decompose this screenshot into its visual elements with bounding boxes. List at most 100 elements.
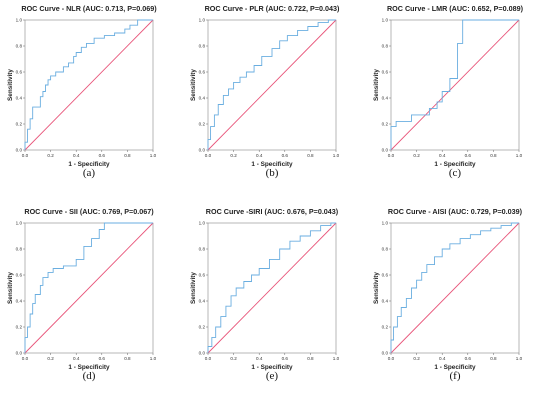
roc-panel: ROC Curve - NLR (AUC: 0.713, P=0.069) 0.0… <box>0 0 183 203</box>
x-tick-label: 0.8 <box>124 153 131 158</box>
x-axis-label: 1 - Specificity <box>434 161 476 168</box>
y-tick-label: 0.6 <box>199 70 206 75</box>
x-tick-label: 0.2 <box>47 356 54 361</box>
x-tick-label: 1.0 <box>150 356 157 361</box>
roc-chart-svg: ROC Curve -SIRI (AUC: 0.676, P=0.043) 0.0… <box>190 207 340 382</box>
y-tick-label: 0.6 <box>382 273 389 278</box>
x-tick-label: 1.0 <box>333 356 340 361</box>
panel-caption: (e) <box>266 370 279 382</box>
x-axis-label: 1 - Specificity <box>251 161 293 168</box>
chart-title: ROC Curve - AISI (AUC: 0.729, P=0.039) <box>388 207 523 216</box>
y-tick-label: 0.0 <box>199 351 206 356</box>
reference-diagonal-line <box>390 19 520 151</box>
y-tick-label: 0.2 <box>16 122 23 127</box>
roc-curve-line <box>390 19 519 150</box>
y-tick-label: 0.8 <box>382 247 389 252</box>
y-tick-label: 0.0 <box>16 148 23 153</box>
y-axis-label: Sensitivity <box>373 272 380 304</box>
x-tick-label: 0.4 <box>73 153 80 158</box>
roc-curve-line <box>207 222 336 353</box>
y-axis-label: Sensitivity <box>373 69 380 101</box>
reference-diagonal-line <box>390 222 520 354</box>
y-tick-label: 0.0 <box>16 351 23 356</box>
x-tick-label: 0.2 <box>413 356 420 361</box>
y-tick-label: 0.4 <box>199 299 206 304</box>
x-tick-label: 0.2 <box>230 356 237 361</box>
x-axis-label: 1 - Specificity <box>68 161 110 168</box>
roc-chart-svg: ROC Curve - AISI (AUC: 0.729, P=0.039) 0.… <box>373 207 523 382</box>
x-tick-label: 0.4 <box>439 153 446 158</box>
x-tick-label: 1.0 <box>150 153 157 158</box>
x-tick-label: 1.0 <box>516 153 523 158</box>
reference-diagonal-line <box>207 19 337 151</box>
reference-diagonal-line <box>24 222 154 354</box>
roc-panel: ROC Curve - SII (AUC: 0.769, P=0.067) 0.0… <box>0 203 183 406</box>
panel-caption: (f) <box>450 370 461 382</box>
x-axis-label: 1 - Specificity <box>68 364 110 371</box>
roc-curve-line <box>24 19 153 150</box>
y-tick-label: 0.6 <box>382 70 389 75</box>
chart-title: ROC Curve - SII (AUC: 0.769, P=0.067) <box>24 207 154 216</box>
x-tick-label: 0.8 <box>307 153 314 158</box>
y-tick-label: 0.2 <box>382 122 389 127</box>
y-tick-label: 0.4 <box>199 96 206 101</box>
y-tick-label: 0.8 <box>16 44 23 49</box>
y-tick-label: 0.4 <box>16 299 23 304</box>
x-tick-label: 0.4 <box>439 356 446 361</box>
x-axis-label: 1 - Specificity <box>251 364 293 371</box>
x-tick-label: 0.6 <box>99 356 106 361</box>
x-tick-label: 0.8 <box>307 356 314 361</box>
y-tick-label: 1.0 <box>199 18 206 23</box>
x-tick-label: 0.6 <box>465 356 472 361</box>
y-tick-label: 0.6 <box>16 273 23 278</box>
y-tick-label: 1.0 <box>382 221 389 226</box>
x-tick-label: 0.0 <box>388 356 395 361</box>
roc-panel: ROC Curve - LMR (AUC: 0.652, P=0.089) 0.0… <box>366 0 549 203</box>
x-tick-label: 0.2 <box>413 153 420 158</box>
roc-curve-line <box>24 222 153 353</box>
x-tick-label: 0.6 <box>282 356 289 361</box>
y-tick-label: 0.2 <box>199 325 206 330</box>
x-tick-label: 0.0 <box>22 356 29 361</box>
x-tick-label: 1.0 <box>516 356 523 361</box>
y-tick-label: 0.2 <box>382 325 389 330</box>
y-tick-label: 0.8 <box>16 247 23 252</box>
x-tick-label: 0.0 <box>205 153 212 158</box>
y-tick-label: 0.2 <box>199 122 206 127</box>
y-axis-label: Sensitivity <box>7 272 14 304</box>
panel-caption: (a) <box>83 167 96 179</box>
x-tick-label: 0.0 <box>388 153 395 158</box>
y-tick-label: 1.0 <box>382 18 389 23</box>
panel-caption: (d) <box>83 370 96 382</box>
roc-panel: ROC Curve -SIRI (AUC: 0.676, P=0.043) 0.0… <box>183 203 366 406</box>
y-tick-label: 0.4 <box>382 96 389 101</box>
y-tick-label: 1.0 <box>16 221 23 226</box>
roc-chart-svg: ROC Curve - LMR (AUC: 0.652, P=0.089) 0.0… <box>373 4 524 179</box>
y-tick-label: 0.8 <box>382 44 389 49</box>
roc-curve-line <box>390 222 519 353</box>
x-axis-label: 1 - Specificity <box>434 364 476 371</box>
x-tick-label: 0.6 <box>282 153 289 158</box>
panel-caption: (b) <box>266 167 279 179</box>
reference-diagonal-line <box>207 222 337 354</box>
reference-diagonal-line <box>24 19 154 151</box>
x-tick-label: 0.2 <box>230 153 237 158</box>
y-tick-label: 0.4 <box>382 299 389 304</box>
y-axis-label: Sensitivity <box>7 69 14 101</box>
y-tick-label: 1.0 <box>199 221 206 226</box>
y-tick-label: 0.8 <box>199 44 206 49</box>
y-tick-label: 1.0 <box>16 18 23 23</box>
chart-title: ROC Curve - PLR (AUC: 0.722, P=0.043) <box>205 4 340 13</box>
roc-curve-line <box>207 19 336 150</box>
x-tick-label: 1.0 <box>333 153 340 158</box>
x-tick-label: 0.2 <box>47 153 54 158</box>
roc-panel: ROC Curve - PLR (AUC: 0.722, P=0.043) 0.0… <box>183 0 366 203</box>
x-tick-label: 0.0 <box>22 153 29 158</box>
chart-title: ROC Curve -SIRI (AUC: 0.676, P=0.043) <box>206 207 339 216</box>
y-tick-label: 0.6 <box>16 70 23 75</box>
chart-title: ROC Curve - LMR (AUC: 0.652, P=0.089) <box>387 4 524 13</box>
y-axis-label: Sensitivity <box>190 272 197 304</box>
y-tick-label: 0.4 <box>16 96 23 101</box>
chart-title: ROC Curve - NLR (AUC: 0.713, P=0.069) <box>21 4 157 13</box>
x-tick-label: 0.4 <box>256 356 263 361</box>
